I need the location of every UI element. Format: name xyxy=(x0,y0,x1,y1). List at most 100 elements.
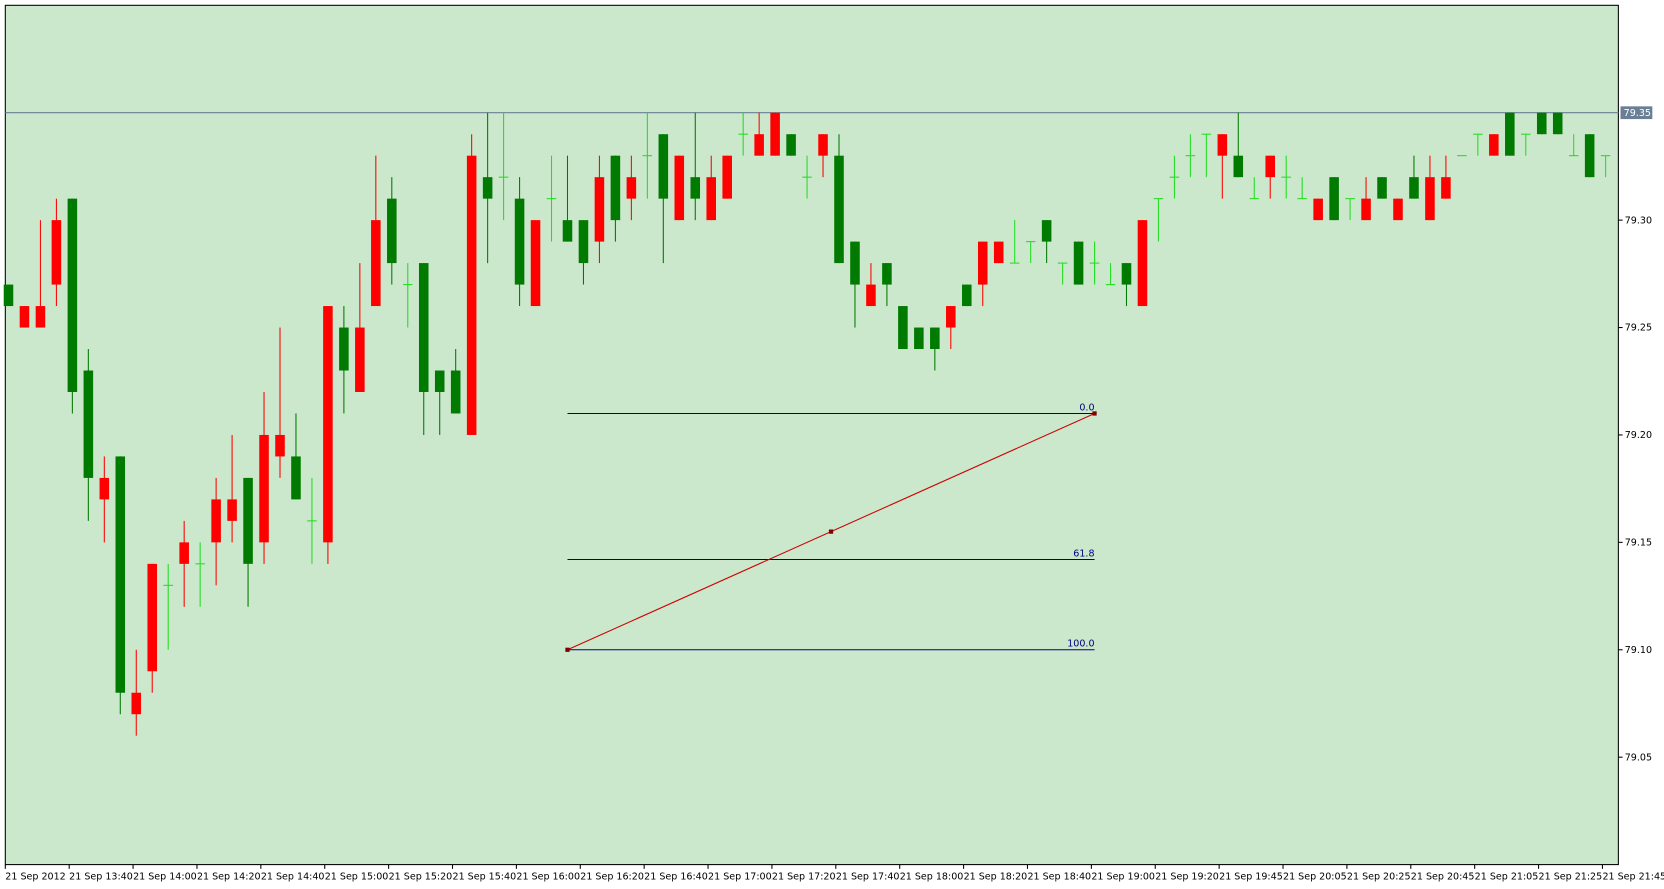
x-tick-label: 21 Sep 18:20 xyxy=(964,871,1028,882)
candle-body xyxy=(1361,198,1371,221)
candle-body xyxy=(339,327,349,371)
candle-body xyxy=(898,306,908,350)
x-tick-label: 21 Sep 21:25 xyxy=(1539,871,1603,882)
fibo-handle xyxy=(1092,411,1097,416)
x-tick-label: 21 Sep 15:40 xyxy=(453,871,517,882)
candle-body xyxy=(626,177,637,199)
candle-body xyxy=(418,263,429,392)
candle-body xyxy=(1584,134,1595,178)
candle-body xyxy=(1425,177,1435,221)
candle-body xyxy=(1313,198,1323,221)
x-tick-label: 21 Sep 14:20 xyxy=(197,871,261,882)
candle-body xyxy=(450,370,461,414)
candle-body xyxy=(51,220,62,285)
candle-body xyxy=(99,477,110,500)
x-tick-label: 21 Sep 20:25 xyxy=(1347,871,1411,882)
candle-body xyxy=(371,220,381,307)
candle-body xyxy=(658,134,669,199)
x-tick-label: 21 Sep 15:00 xyxy=(325,871,389,882)
candle-body xyxy=(514,198,525,285)
candle-body xyxy=(67,198,78,392)
candle-body xyxy=(275,434,285,457)
candle-body xyxy=(227,499,237,521)
y-tick-label: 79.10 xyxy=(1625,645,1652,656)
x-tick-label: 21 Sep 20:05 xyxy=(1283,871,1347,882)
candle-body xyxy=(594,177,605,242)
candle-body xyxy=(722,155,732,199)
candle-body xyxy=(1041,220,1052,242)
candle-body xyxy=(243,477,253,564)
x-tick-label: 21 Sep 17:20 xyxy=(772,871,836,882)
candle-body xyxy=(179,542,189,564)
y-tick-label: 79.20 xyxy=(1625,430,1652,441)
candle-body xyxy=(1505,112,1515,156)
bid-label-box xyxy=(1620,106,1653,120)
x-tick-label: 21 Sep 19:00 xyxy=(1091,871,1155,882)
candle-body xyxy=(434,370,445,392)
candle-body xyxy=(578,220,589,264)
bid-label: 79.35 xyxy=(1624,108,1651,119)
candle-body xyxy=(850,241,860,285)
candle-body xyxy=(674,155,685,221)
candle-body xyxy=(211,499,221,543)
candle-body xyxy=(914,327,924,350)
x-tick-label: 21 Sep 16:40 xyxy=(644,871,708,882)
candle-body xyxy=(355,327,365,392)
fibo-handle xyxy=(828,529,834,534)
candle-body xyxy=(834,155,844,264)
plot-area xyxy=(4,4,1619,866)
candle-body xyxy=(387,198,397,264)
fibo-level-label: 100.0 xyxy=(1067,639,1094,650)
fibo-level-label: 0.0 xyxy=(1079,402,1094,413)
y-tick-label: 79.05 xyxy=(1625,752,1652,763)
candle-body xyxy=(291,456,301,500)
candle-body xyxy=(1329,177,1339,221)
candle-body xyxy=(610,155,621,221)
y-tick-label: 79.30 xyxy=(1625,215,1652,226)
candle-body xyxy=(977,241,988,285)
candle-body xyxy=(1233,155,1244,178)
candle-body xyxy=(1393,198,1403,221)
x-tick-label: 21 Sep 21:05 xyxy=(1475,871,1539,882)
x-tick-label: 21 Sep 2012 xyxy=(5,871,65,882)
candle-body xyxy=(786,134,796,156)
candle-body xyxy=(131,692,142,715)
x-tick-label: 21 Sep 18:40 xyxy=(1027,871,1091,882)
x-tick-label: 21 Sep 16:00 xyxy=(516,871,580,882)
x-tick-label: 21 Sep 17:40 xyxy=(836,871,900,882)
candle-body xyxy=(3,284,14,307)
candle-body xyxy=(1552,112,1563,135)
y-tick-label: 79.15 xyxy=(1625,538,1652,549)
candle-body xyxy=(1409,177,1419,199)
candle-body xyxy=(1377,177,1387,199)
x-tick-label: 21 Sep 19:45 xyxy=(1219,871,1283,882)
x-tick-label: 21 Sep 18:00 xyxy=(900,871,964,882)
x-tick-label: 21 Sep 19:20 xyxy=(1155,871,1219,882)
candle-body xyxy=(1536,112,1547,135)
x-tick-label: 21 Sep 16:20 xyxy=(580,871,644,882)
candle-body xyxy=(690,177,701,199)
candle-body xyxy=(770,112,780,156)
candle-body xyxy=(754,134,764,156)
candle-body xyxy=(1121,263,1132,285)
candle-body xyxy=(993,241,1004,264)
candle-body xyxy=(962,284,972,307)
candle-body xyxy=(562,220,573,242)
candle-body xyxy=(323,306,333,543)
candle-body xyxy=(482,177,493,199)
candle-body xyxy=(1217,134,1228,156)
candle-body xyxy=(530,220,541,307)
x-tick-label: 21 Sep 15:20 xyxy=(389,871,453,882)
fibo-handle xyxy=(565,647,570,652)
candle-body xyxy=(466,155,477,435)
candle-body xyxy=(706,177,717,221)
x-tick-label: 21 Sep 20:45 xyxy=(1411,871,1475,882)
candle-body xyxy=(1137,220,1148,307)
candle-body xyxy=(818,134,828,156)
candle-body xyxy=(1265,155,1276,178)
candle-body xyxy=(866,284,876,307)
x-tick-label: 21 Sep 14:40 xyxy=(261,871,325,882)
candle-body xyxy=(35,306,46,328)
y-tick-label: 79.25 xyxy=(1625,323,1652,334)
x-tick-label: 21 Sep 13:40 xyxy=(69,871,133,882)
